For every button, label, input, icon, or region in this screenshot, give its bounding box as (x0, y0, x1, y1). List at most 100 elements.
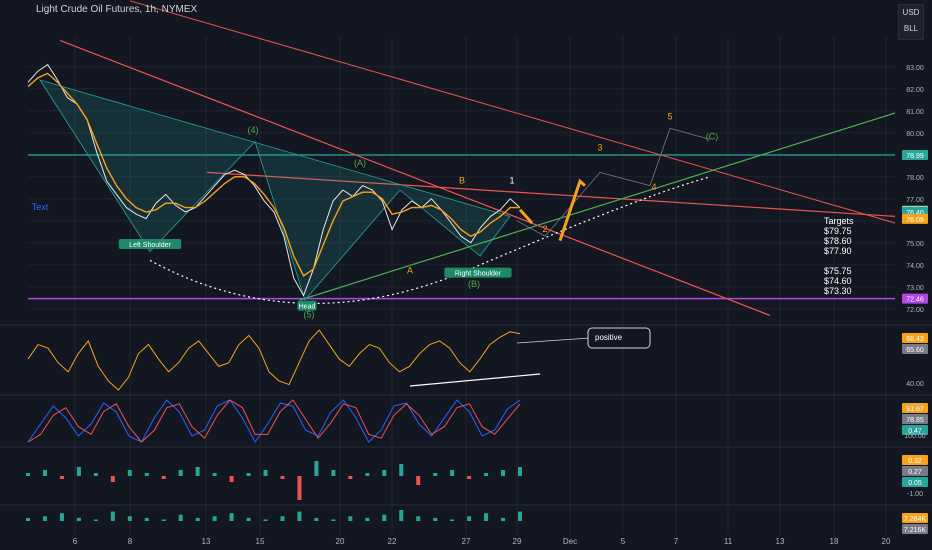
currency-selector[interactable]: USD BLL (898, 4, 924, 40)
sub-price-tag (902, 455, 928, 465)
sub-price-tag-label: 7.216K (904, 527, 927, 534)
sub-price-tag-label: 0.05 (908, 480, 922, 487)
histogram-bar (484, 473, 489, 476)
uptrend-line (299, 112, 896, 301)
x-tick-label: 13 (202, 537, 211, 546)
wave-label: B (459, 175, 465, 185)
x-tick-label: 5 (621, 537, 626, 546)
wave-label: 4 (651, 182, 656, 192)
histogram-bar (263, 519, 268, 521)
wave-label: 1 (509, 175, 514, 185)
histogram-bar (280, 516, 285, 521)
histogram-bar (399, 510, 404, 521)
histogram-bar (42, 470, 47, 476)
x-tick-label: 6 (73, 537, 78, 546)
histogram-bar (365, 473, 370, 476)
x-tick-label: 11 (724, 537, 733, 546)
histogram-bar (59, 513, 64, 521)
histogram-bar (331, 519, 336, 521)
histogram-bar (365, 517, 370, 521)
x-tick-label: 15 (256, 537, 265, 546)
sub-price-tag (902, 513, 928, 523)
sub-price-tag (902, 466, 928, 476)
sub-y-tick: 40.00 (906, 381, 924, 388)
pattern-badge-label: Head (299, 304, 316, 311)
sub-price-tag-label: 0.27 (908, 469, 922, 476)
sub-y-tick: -1.00 (907, 491, 923, 498)
ma-fast-line (27, 72, 520, 277)
histogram-bar (484, 513, 489, 521)
price-tag-label: 76.09 (906, 217, 924, 224)
upper-trend-line (129, 0, 896, 224)
y-tick-label: 75.00 (906, 241, 924, 248)
histogram-bar (195, 467, 200, 476)
histogram-bar (93, 519, 98, 521)
histogram-bar (433, 517, 438, 521)
sub-price-tag (902, 414, 928, 424)
sub-price-tag (902, 403, 928, 413)
price-tag (902, 213, 928, 224)
sub-price-tag-label: 68.43 (906, 336, 924, 343)
histogram-bar (178, 470, 183, 476)
price-tag-label: 78.99 (906, 153, 924, 160)
histogram-bar (144, 517, 149, 521)
x-tick-label: Dec (563, 537, 577, 546)
histogram-bar (144, 473, 149, 476)
harmonic-pattern (39, 79, 511, 301)
x-tick-label: 29 (513, 537, 522, 546)
histogram-bar (382, 470, 387, 476)
downtrend-line (59, 39, 771, 316)
oscillator-line (27, 329, 521, 391)
histogram-bar (59, 476, 64, 479)
histogram-bar (212, 473, 217, 476)
oscillator-line (27, 399, 521, 443)
histogram-bar (110, 511, 115, 521)
sub-price-tag-label: 65.60 (906, 347, 924, 354)
histogram-bar (110, 476, 115, 482)
x-tick-label: 8 (128, 537, 133, 546)
histogram-bar (76, 517, 81, 521)
wave-label: (5) (304, 310, 315, 320)
histogram-bar (229, 476, 234, 482)
up-arrow (558, 178, 586, 242)
histogram-bar (161, 519, 166, 521)
histogram-bar (416, 516, 421, 521)
histogram-bar (467, 476, 472, 479)
histogram-bar (93, 473, 98, 476)
histogram-bar (297, 511, 302, 521)
histogram-bar (127, 516, 132, 521)
y-tick-label: 81.00 (906, 109, 924, 116)
histogram-bar (314, 517, 319, 521)
histogram-bar (127, 470, 132, 476)
positive-callout (587, 327, 651, 349)
wave-label: (4) (248, 125, 259, 135)
wave-label: (A) (354, 158, 366, 168)
wave-label: (B) (468, 279, 480, 289)
sub-price-tag (902, 333, 928, 343)
sub-y-tick: 100.00 (904, 433, 926, 440)
resistance-line (206, 171, 896, 217)
y-tick-label: 77.00 (906, 197, 924, 204)
sub-price-tag (902, 477, 928, 487)
projected-wave (516, 127, 711, 237)
price-tag-label: 72.46 (906, 297, 924, 304)
y-tick-label: 82.00 (906, 87, 924, 94)
positive-callout-text: positive (595, 333, 623, 342)
wave-label: Text (32, 202, 49, 212)
y-tick-label: 72.00 (906, 307, 924, 314)
sub-price-tag-label: 0.32 (908, 458, 922, 465)
x-tick-label: 22 (388, 537, 397, 546)
sub-price-tag-label: 78.85 (906, 417, 924, 424)
oscillator-line (27, 399, 521, 443)
sub-price-tag (902, 344, 928, 354)
histogram-bar (518, 511, 522, 521)
histogram-bar (314, 461, 319, 476)
sub-price-tag-label: 91.67 (906, 406, 924, 413)
histogram-bar (280, 476, 285, 479)
price-tag-label: 76.40 (906, 210, 924, 217)
wave-label: (C) (706, 131, 719, 141)
histogram-bar (161, 476, 166, 479)
down-arrow (518, 208, 534, 225)
callout-pointer (516, 337, 591, 344)
